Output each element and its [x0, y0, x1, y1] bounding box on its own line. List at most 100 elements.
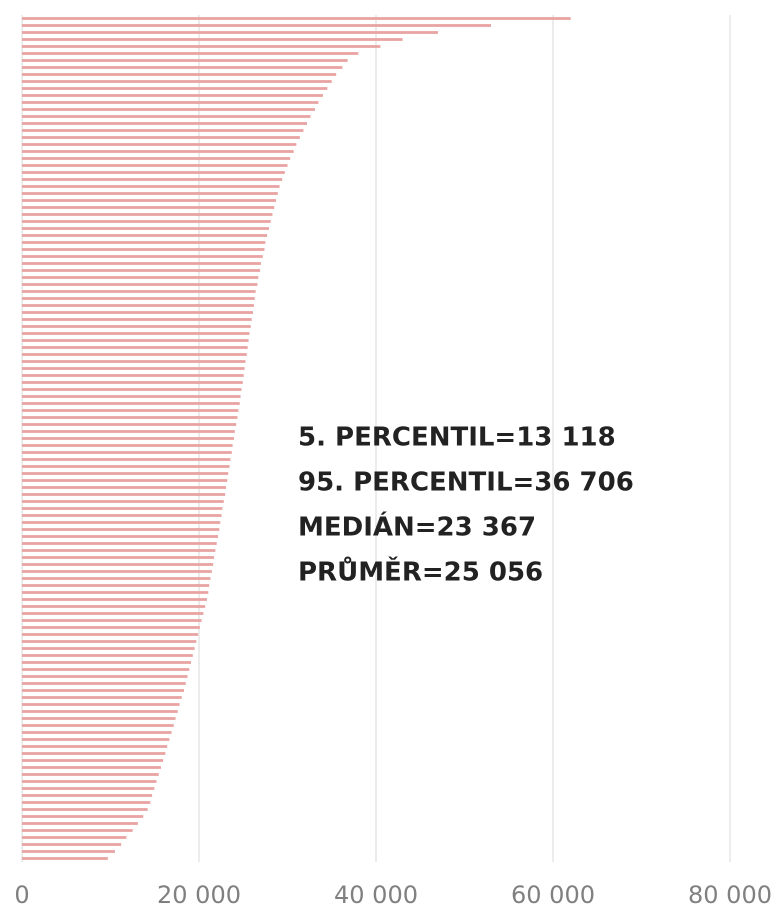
bar: [22, 402, 240, 405]
bar: [22, 213, 273, 216]
bar: [22, 206, 275, 209]
bar: [22, 17, 571, 20]
bar: [22, 458, 231, 461]
bar: [22, 493, 226, 496]
bar: [22, 255, 263, 258]
bar: [22, 241, 266, 244]
bar: [22, 80, 332, 83]
bar: [22, 325, 251, 328]
x-tick-label: 20 000: [157, 881, 241, 909]
x-tick-label: 80 000: [688, 881, 772, 909]
bar: [22, 535, 219, 538]
bar: [22, 745, 168, 748]
bar: [22, 668, 190, 671]
bar: [22, 129, 304, 132]
bar: [22, 850, 115, 853]
bar: [22, 689, 184, 692]
bar: [22, 388, 242, 391]
annotation: 5. PERCENTIL=13 118: [298, 423, 616, 453]
x-tick-label: 40 000: [334, 881, 418, 909]
bar: [22, 192, 278, 195]
bar: [22, 45, 381, 48]
bar: [22, 703, 180, 706]
bar: [22, 185, 280, 188]
bar: [22, 815, 144, 818]
bar: [22, 563, 214, 566]
bar: [22, 297, 255, 300]
bar: [22, 304, 254, 307]
bar: [22, 780, 157, 783]
bar: [22, 150, 294, 153]
x-tick-label: 0: [14, 881, 29, 909]
bar: [22, 157, 291, 160]
bar: [22, 262, 261, 265]
bar: [22, 430, 235, 433]
bar: [22, 843, 122, 846]
bar: [22, 801, 151, 804]
bar: [22, 479, 228, 482]
bar: [22, 591, 209, 594]
bar: [22, 794, 153, 797]
bar: [22, 360, 246, 363]
annotation: 95. PERCENTIL=36 706: [298, 468, 634, 498]
bar: [22, 654, 193, 657]
bar: [22, 514, 222, 517]
annotation: PRŮMĚR=25 056: [298, 555, 543, 588]
bar: [22, 675, 188, 678]
bar: [22, 542, 217, 545]
bar: [22, 59, 348, 62]
bar: [22, 73, 337, 76]
bar: [22, 836, 127, 839]
bar: [22, 759, 164, 762]
bar: [22, 311, 253, 314]
bar: [22, 283, 258, 286]
bar: [22, 171, 285, 174]
bar: [22, 108, 315, 111]
bar: [22, 549, 216, 552]
bar: [22, 416, 238, 419]
bar: [22, 577, 211, 580]
bar: [22, 808, 148, 811]
bar: [22, 136, 300, 139]
bar: [22, 346, 248, 349]
bar: [22, 598, 207, 601]
bar: [22, 374, 244, 377]
bar: [22, 269, 261, 272]
bar: [22, 696, 182, 699]
bar: [22, 500, 224, 503]
bar: [22, 290, 256, 293]
bar: [22, 465, 230, 468]
bar: [22, 647, 195, 650]
bar: [22, 227, 269, 230]
bar: [22, 857, 108, 860]
bar: [22, 752, 166, 755]
bar: [22, 738, 170, 741]
bar: [22, 234, 268, 237]
bar: [22, 66, 343, 69]
bar: [22, 409, 239, 412]
bar: [22, 248, 265, 251]
bar: [22, 787, 155, 790]
bar: [22, 605, 206, 608]
bar: [22, 395, 241, 398]
bar: [22, 626, 200, 629]
annotation: MEDIÁN=23 367: [298, 511, 536, 543]
bar: [22, 276, 259, 279]
x-tick-label: 60 000: [511, 881, 595, 909]
bar: [22, 619, 202, 622]
bar: [22, 164, 288, 167]
bar: [22, 724, 174, 727]
bar: [22, 143, 297, 146]
bar: [22, 332, 250, 335]
bar: [22, 423, 237, 426]
bar: [22, 570, 212, 573]
bar: [22, 682, 186, 685]
bar: [22, 220, 271, 223]
bar: [22, 122, 307, 125]
bar: [22, 381, 243, 384]
bar: [22, 115, 311, 118]
bar: [22, 24, 492, 27]
bar: [22, 521, 221, 524]
